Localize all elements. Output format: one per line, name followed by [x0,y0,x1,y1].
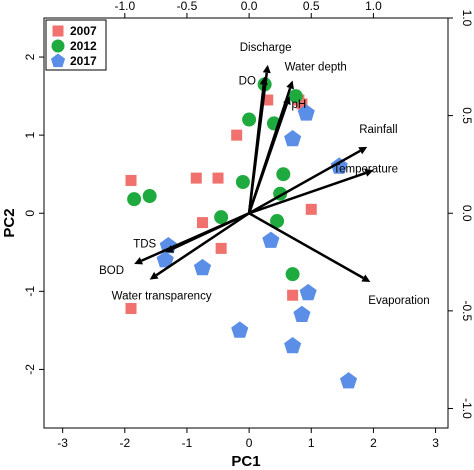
right-tick-label: 0.0 [460,205,474,222]
top-tick-label: -0.5 [177,0,198,13]
point-2017 [156,251,174,268]
loading-label: DO [239,76,256,88]
loading-arrow [248,212,364,280]
top-tick-label: 0.0 [241,0,258,13]
point-2017 [231,321,249,338]
point-2007 [305,203,317,215]
legend-label: 2012 [70,39,97,53]
x-tick-label: 3 [432,436,439,450]
point-2012 [127,192,142,207]
top-tick-label: 0.5 [303,0,320,13]
arrow-head [286,80,294,90]
arrow-head [259,76,268,85]
top-tick-label: 1.0 [365,0,382,13]
arrow-head [262,64,271,74]
y-tick-label: 1 [23,131,37,138]
x-tick-label: -1 [182,436,193,450]
loading-arrow [155,212,250,277]
y-axis-title: PC2 [1,208,18,237]
right-tick-label: 1.0 [460,10,474,27]
y-tick-label: -1 [23,286,37,297]
loading-arrow [248,149,361,215]
point-2007 [125,174,137,186]
right-tick-label: -1.0 [460,398,474,419]
loading-label: Evaporation [368,295,429,307]
point-2007 [296,98,308,110]
arrow-head [283,96,291,105]
x-tick-label: 2 [370,436,377,450]
right-tick-label: 0.5 [460,107,474,124]
arrow-head [364,169,374,177]
plot-frame [43,17,449,429]
point-2007 [287,289,299,301]
arrow-head [358,146,368,155]
point-2017 [340,372,358,389]
point-2007 [190,172,202,184]
right-tick-label: -0.5 [460,301,474,322]
loading-arrow [248,171,367,215]
legend-marker-2017 [50,53,66,68]
arrow-head [149,271,159,280]
loading-label: TDS [133,238,156,250]
loading-label: Rainfall [359,124,397,136]
x-tick-label: 0 [246,436,253,450]
legend-marker-2007 [52,25,64,37]
point-2017 [293,305,311,322]
point-2007 [196,217,208,229]
x-tick-label: -2 [119,436,130,450]
loading-label: Discharge [240,42,292,54]
loading-arrow [247,103,289,214]
y-tick-label: 2 [23,53,37,60]
legend-label: 2017 [70,54,97,68]
loading-label: Temperature [333,163,398,175]
y-tick-label: 0 [23,210,37,217]
point-2012 [142,189,157,204]
point-2007 [215,242,227,254]
point-2012 [285,267,300,282]
point-2017 [297,104,315,121]
point-2017 [262,231,280,248]
point-2017 [284,337,302,354]
arrow-head [361,274,371,282]
arrow-head [134,257,144,265]
point-2007 [212,172,224,184]
x-tick-label: 1 [308,436,315,450]
point-2012 [214,210,229,225]
point-2012 [288,89,303,104]
point-2017 [284,130,302,147]
point-2012 [242,112,257,127]
point-2007 [125,303,137,315]
legend-marker-2012 [51,39,65,53]
y-tick-label: -2 [23,364,37,375]
point-2007 [262,94,274,106]
loading-label: BOD [99,265,124,277]
loading-arrow [140,212,250,262]
point-2007 [231,129,243,141]
loading-label: pH [292,99,307,111]
top-tick-label: -1.0 [114,0,135,13]
x-axis-title: PC1 [231,453,260,470]
point-2012 [270,214,285,229]
x-tick-label: -3 [57,436,68,450]
loading-label: Water depth [285,61,347,73]
point-2017 [193,258,212,276]
loading-arrow [247,84,265,214]
point-2012 [235,175,250,189]
loading-label: Water transparency [112,291,212,303]
point-2012 [276,167,291,182]
legend-label: 2007 [70,24,97,38]
point-2017 [299,283,317,301]
